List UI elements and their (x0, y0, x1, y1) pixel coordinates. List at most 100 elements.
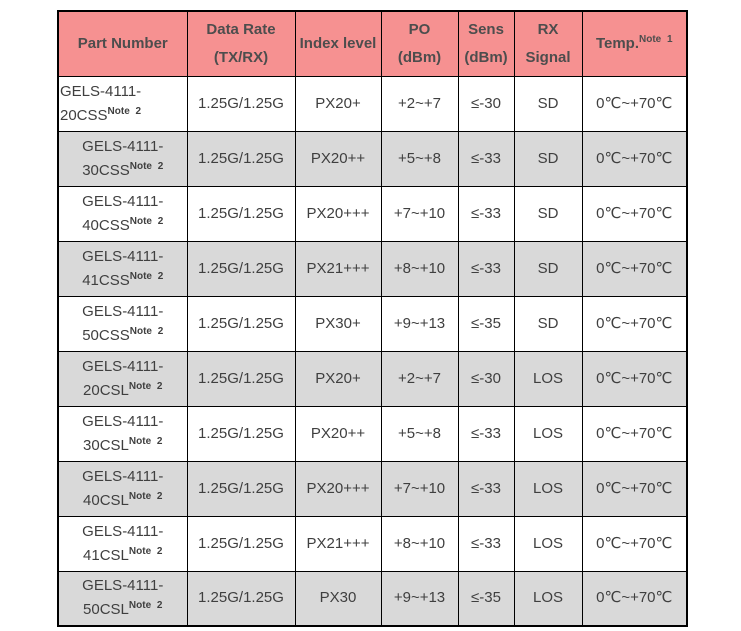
part-number-cell: GELS-4111- 40CSLNote 2 (57, 460, 188, 517)
rx-signal-cell: LOS (513, 405, 583, 462)
sens-cell: ≤-33 (457, 130, 515, 187)
po-cell: +2~+7 (380, 75, 459, 132)
part-number-cell: GELS-4111- 41CSSNote 2 (57, 240, 188, 297)
sens-cell: ≤-33 (457, 240, 515, 297)
data-rate-cell: 1.25G/1.25G (186, 350, 296, 407)
sens-cell: ≤-30 (457, 350, 515, 407)
table-row: GELS-4111- 41CSLNote 2 1.25G/1.25G PX21+++ +… (57, 515, 688, 572)
column-header-index-level: Index level (294, 10, 382, 77)
table-row: GELS-4111- 30CSSNote 2 1.25G/1.25G PX20++ +5… (57, 130, 688, 187)
header-row: Part Number Data Rate (TX/RX) Index leve… (57, 10, 688, 77)
sens-cell: ≤-33 (457, 515, 515, 572)
rx-signal-cell: SD (513, 130, 583, 187)
table-row: GELS-4111- 40CSSNote 2 1.25G/1.25G PX20+++ +… (57, 185, 688, 242)
rx-signal-cell: SD (513, 240, 583, 297)
temp-cell: 0℃~+70℃ (581, 570, 688, 627)
temp-cell: 0℃~+70℃ (581, 130, 688, 187)
index-level-cell: PX20+ (294, 350, 382, 407)
part-number-line2: 20CSSNote 2 (60, 104, 186, 128)
part-number-line2: 30CSSNote 2 (59, 159, 186, 183)
po-cell: +8~+10 (380, 515, 459, 572)
po-cell: +5~+8 (380, 130, 459, 187)
sens-cell: ≤-33 (457, 185, 515, 242)
part-number-line1: GELS-4111- (82, 302, 164, 320)
rx-signal-cell: SD (513, 75, 583, 132)
part-number-line2: 40CSSNote 2 (59, 214, 186, 238)
index-level-cell: PX20++ (294, 130, 382, 187)
table-row: GELS-4111- 40CSLNote 2 1.25G/1.25G PX20+++ +… (57, 460, 688, 517)
data-rate-cell: 1.25G/1.25G (186, 130, 296, 187)
data-rate-cell: 1.25G/1.25G (186, 185, 296, 242)
part-number-suffix: 50CSS (82, 326, 130, 344)
note-2-superscript: Note 2 (128, 545, 163, 557)
data-rate-cell: 1.25G/1.25G (186, 75, 296, 132)
index-level-cell: PX21+++ (294, 240, 382, 297)
part-number-cell: GELS-4111- 50CSLNote 2 (57, 570, 188, 627)
index-level-cell: PX30+ (294, 295, 382, 352)
index-level-cell: PX21+++ (294, 515, 382, 572)
part-number-suffix: 41CSS (82, 271, 130, 289)
part-number-suffix: 30CSS (82, 161, 130, 179)
part-number-suffix: 30CSL (83, 436, 129, 454)
spec-table-header: Part Number Data Rate (TX/RX) Index leve… (57, 10, 688, 77)
part-number-line2: 20CSLNote 2 (59, 379, 186, 403)
po-cell: +5~+8 (380, 405, 459, 462)
data-rate-cell: 1.25G/1.25G (186, 295, 296, 352)
po-cell: +9~+13 (380, 295, 459, 352)
rx-signal-cell: LOS (513, 570, 583, 627)
table-row: GELS-4111- 30CSLNote 2 1.25G/1.25G PX20++ +5… (57, 405, 688, 462)
part-number-line2: 50CSLNote 2 (59, 598, 186, 622)
part-number-cell: GELS-4111- 20CSLNote 2 (57, 350, 188, 407)
part-number-cell: GELS-4111- 20CSSNote 2 (57, 75, 188, 132)
rx-signal-cell: LOS (513, 350, 583, 407)
column-header-label: RX (537, 20, 559, 38)
column-header-label: Index level (299, 34, 377, 52)
sens-cell: ≤-33 (457, 460, 515, 517)
temp-cell: 0℃~+70℃ (581, 460, 688, 517)
column-header-rx-signal: RX Signal (513, 10, 583, 77)
note-2-superscript: Note 2 (129, 270, 164, 282)
part-number-cell: GELS-4111- 50CSSNote 2 (57, 295, 188, 352)
spec-table: Part Number Data Rate (TX/RX) Index leve… (57, 10, 688, 627)
po-cell: +7~+10 (380, 460, 459, 517)
temp-cell: 0℃~+70℃ (581, 515, 688, 572)
sens-cell: ≤-35 (457, 570, 515, 627)
part-number-line2: 50CSSNote 2 (59, 324, 186, 348)
po-cell: +2~+7 (380, 350, 459, 407)
rx-signal-cell: LOS (513, 460, 583, 517)
sens-cell: ≤-30 (457, 75, 515, 132)
column-header-label: PO (408, 20, 431, 38)
part-number-cell: GELS-4111- 40CSSNote 2 (57, 185, 188, 242)
temp-cell: 0℃~+70℃ (581, 295, 688, 352)
table-row: GELS-4111- 50CSLNote 2 1.25G/1.25G PX30 +9~+… (57, 570, 688, 627)
rx-signal-cell: LOS (513, 515, 583, 572)
part-number-line2: 30CSLNote 2 (59, 434, 186, 458)
column-header-label: Data Rate (206, 20, 276, 38)
column-header-po: PO (dBm) (380, 10, 459, 77)
note-2-superscript: Note 2 (128, 490, 163, 502)
column-header-sublabel: (dBm) (397, 48, 442, 66)
temp-cell: 0℃~+70℃ (581, 185, 688, 242)
column-header-sublabel: Signal (525, 48, 571, 66)
note-2-superscript: Note 2 (128, 600, 163, 612)
column-header-label: Sens (468, 20, 504, 38)
temp-cell: 0℃~+70℃ (581, 75, 688, 132)
part-number-line1: GELS-4111- (82, 467, 164, 485)
table-row: GELS-4111- 50CSSNote 2 1.25G/1.25G PX30+ +9~… (57, 295, 688, 352)
index-level-cell: PX20++ (294, 405, 382, 462)
column-header-part-number: Part Number (57, 10, 188, 77)
temp-cell: 0℃~+70℃ (581, 350, 688, 407)
data-rate-cell: 1.25G/1.25G (186, 460, 296, 517)
part-number-suffix: 20CSL (83, 381, 129, 399)
spec-table-body: GELS-4111- 20CSSNote 2 1.25G/1.25G PX20+ +2~… (57, 75, 688, 627)
part-number-cell: GELS-4111- 30CSSNote 2 (57, 130, 188, 187)
part-number-line1: GELS-4111- (82, 522, 164, 540)
rx-signal-cell: SD (513, 295, 583, 352)
po-cell: +8~+10 (380, 240, 459, 297)
index-level-cell: PX20+ (294, 75, 382, 132)
sens-cell: ≤-35 (457, 295, 515, 352)
index-level-cell: PX20+++ (294, 185, 382, 242)
part-number-line1: GELS-4111- (82, 412, 164, 430)
sens-cell: ≤-33 (457, 405, 515, 462)
